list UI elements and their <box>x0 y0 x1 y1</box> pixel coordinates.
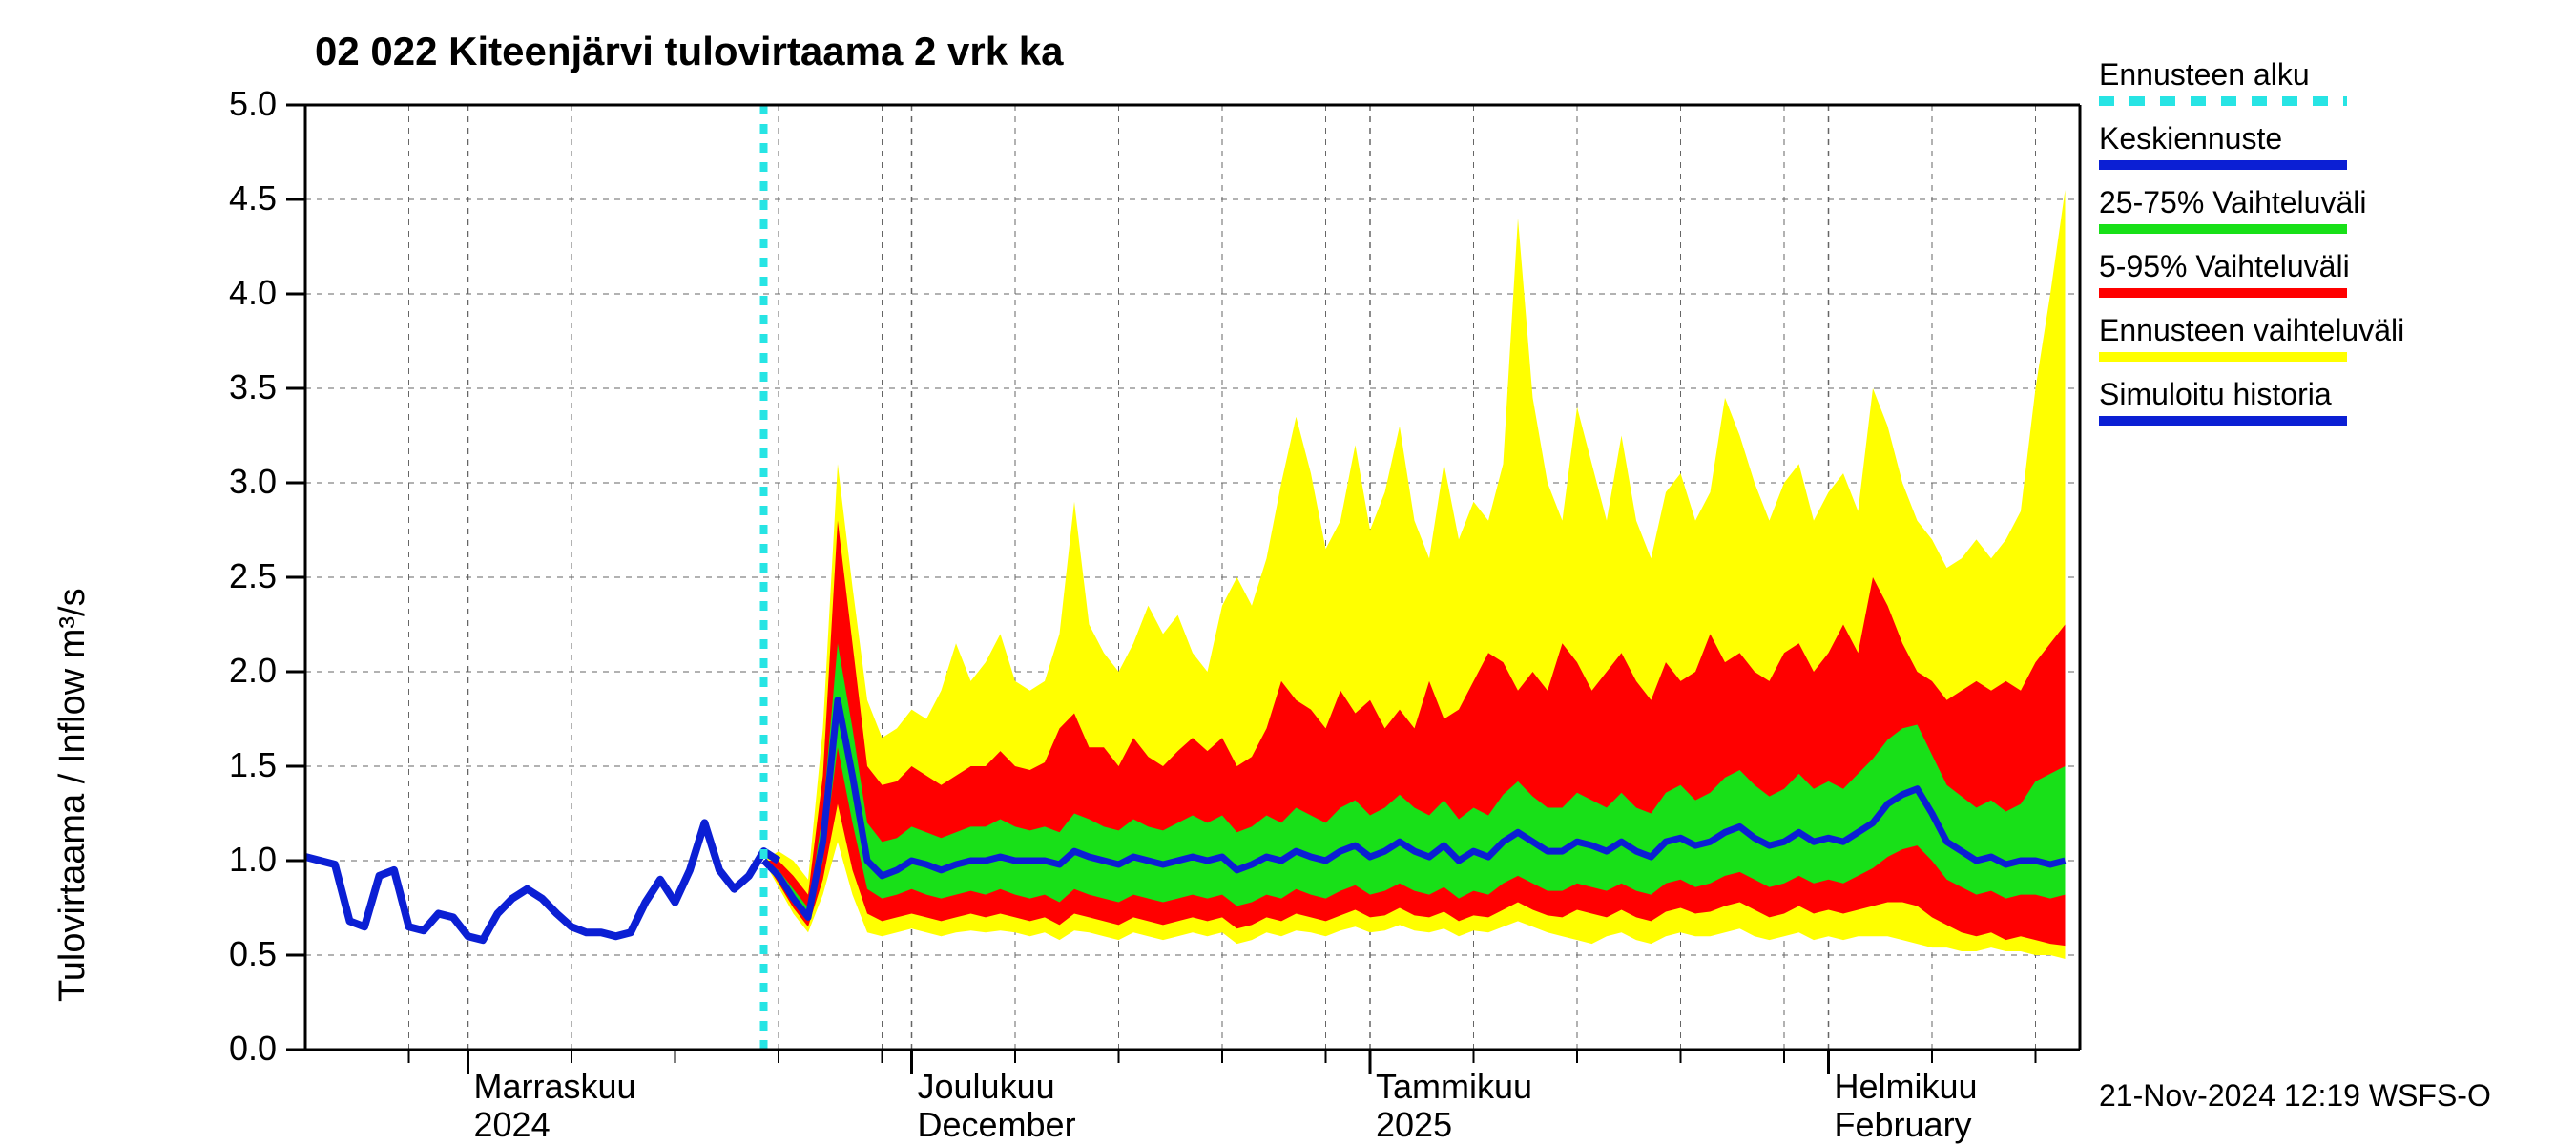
y-tick-label: 0.0 <box>200 1029 277 1069</box>
y-tick-label: 4.5 <box>200 178 277 219</box>
y-tick-label: 2.5 <box>200 556 277 596</box>
chart-container: 02 022 Kiteenjärvi tulovirtaama 2 vrk ka… <box>0 0 2576 1145</box>
x-month-label-top: Joulukuu <box>918 1067 1055 1107</box>
y-axis-label: Tulovirtaama / Inflow m³/s <box>52 588 93 1002</box>
x-month-label-top: Marraskuu <box>474 1067 636 1107</box>
legend-swatch <box>2099 160 2347 170</box>
chart-title: 02 022 Kiteenjärvi tulovirtaama 2 vrk ka <box>315 29 1063 74</box>
x-month-label-top: Tammikuu <box>1376 1067 1532 1107</box>
legend-swatch <box>2099 416 2347 426</box>
x-month-label-bottom: February <box>1835 1105 1972 1145</box>
legend-swatch <box>2099 96 2347 106</box>
y-tick-label: 3.0 <box>200 462 277 502</box>
legend-item: Keskiennuste <box>2099 121 2404 170</box>
y-tick-label: 3.5 <box>200 367 277 407</box>
legend-label: 5-95% Vaihteluväli <box>2099 249 2404 284</box>
y-tick-label: 2.0 <box>200 651 277 691</box>
legend: Ennusteen alku Keskiennuste 25-75% Vaihtel… <box>2099 57 2404 441</box>
x-month-label-bottom: December <box>918 1105 1076 1145</box>
legend-swatch <box>2099 288 2347 298</box>
legend-label: 25-75% Vaihteluväli <box>2099 185 2404 220</box>
x-month-label-top: Helmikuu <box>1835 1067 1978 1107</box>
legend-swatch <box>2099 352 2347 362</box>
y-tick-label: 0.5 <box>200 934 277 974</box>
legend-label: Ennusteen vaihteluväli <box>2099 313 2404 348</box>
legend-label: Keskiennuste <box>2099 121 2404 156</box>
x-month-label-bottom: 2025 <box>1376 1105 1452 1145</box>
y-tick-label: 1.0 <box>200 840 277 880</box>
timestamp-footer: 21-Nov-2024 12:19 WSFS-O <box>2099 1078 2491 1114</box>
y-tick-label: 5.0 <box>200 84 277 124</box>
legend-label: Ennusteen alku <box>2099 57 2404 93</box>
legend-label: Simuloitu historia <box>2099 377 2404 412</box>
legend-swatch <box>2099 224 2347 234</box>
legend-item: Ennusteen alku <box>2099 57 2404 106</box>
legend-item: 25-75% Vaihteluväli <box>2099 185 2404 234</box>
legend-item: Ennusteen vaihteluväli <box>2099 313 2404 362</box>
y-tick-label: 4.0 <box>200 273 277 313</box>
legend-item: Simuloitu historia <box>2099 377 2404 426</box>
y-tick-label: 1.5 <box>200 745 277 785</box>
legend-item: 5-95% Vaihteluväli <box>2099 249 2404 298</box>
x-month-label-bottom: 2024 <box>474 1105 551 1145</box>
